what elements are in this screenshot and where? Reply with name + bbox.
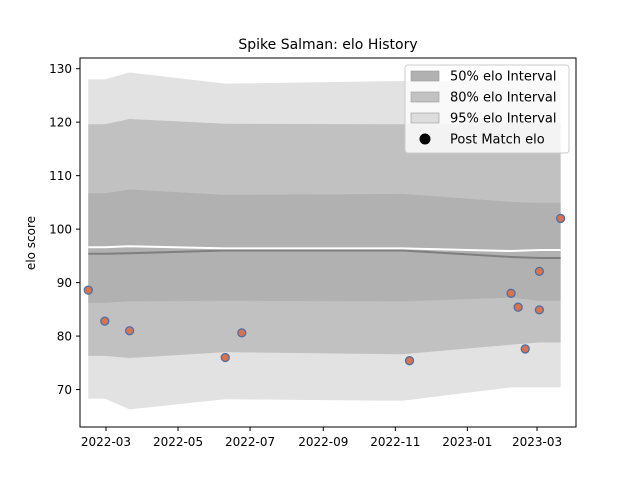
y-tick-label: 70	[57, 383, 72, 397]
x-tick-label: 2022-11	[370, 435, 420, 449]
plot-frame	[79, 57, 577, 428]
x-tick-label: 2023-01	[442, 435, 492, 449]
center-lines	[88, 245, 561, 260]
legend-label: 95% elo Interval	[450, 112, 557, 127]
x-tick-label: 2023-03	[512, 435, 562, 449]
data-point	[237, 328, 247, 338]
chart-title: Spike Salman: elo History	[238, 37, 417, 53]
x-tick-label: 2022-05	[153, 435, 203, 449]
legend-swatch	[410, 70, 440, 82]
legend-label: 80% elo Interval	[450, 91, 557, 106]
upper-center-line	[88, 245, 561, 253]
data-point	[124, 326, 135, 336]
lower-center-line	[88, 249, 561, 260]
x-tick-label: 2022-03	[81, 435, 131, 449]
interval-bands	[88, 72, 561, 410]
data-point	[534, 266, 545, 277]
y-tick-label: 110	[49, 169, 72, 183]
x-tick-label: 2022-09	[298, 435, 348, 449]
y-axis: 70 80 90 100 110 120 130	[49, 62, 80, 397]
data-point	[220, 352, 230, 363]
legend: 50% elo Interval 80% elo Interval 95% elo …	[404, 64, 570, 154]
data-point	[404, 356, 415, 366]
legend-box	[404, 64, 570, 154]
legend-swatch	[410, 112, 440, 124]
data-point	[556, 213, 566, 224]
y-tick-label: 80	[57, 330, 72, 344]
x-tick-label: 2022-07	[225, 435, 275, 449]
data-point	[83, 285, 93, 295]
band-50-interval	[88, 189, 561, 303]
x-axis: 2022-03 2022-05 2022-07 2022-09 2022-11 2023-…	[81, 427, 562, 449]
data-point	[100, 316, 110, 326]
post-match-points	[83, 213, 566, 366]
legend-marker	[419, 133, 431, 145]
data-point	[520, 344, 530, 354]
legend-swatch	[410, 91, 440, 103]
legend-label: Post Match elo	[450, 133, 545, 148]
band-80-interval	[88, 118, 561, 359]
y-tick-label: 130	[49, 62, 72, 76]
y-axis-label: elo score	[24, 216, 38, 270]
data-point	[506, 288, 516, 298]
y-tick-label: 90	[57, 276, 72, 290]
legend-label: 50% elo Interval	[450, 70, 557, 85]
data-point	[534, 305, 545, 315]
y-tick-label: 120	[49, 116, 72, 130]
data-point	[513, 302, 523, 312]
y-tick-label: 100	[49, 223, 72, 237]
